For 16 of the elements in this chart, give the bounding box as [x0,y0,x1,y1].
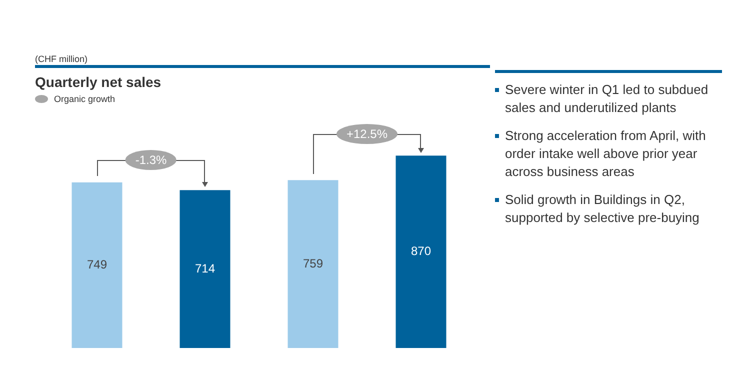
bar [72,182,122,348]
text: +12.5% [336,124,398,144]
data-label: 870 [410,244,432,258]
text: Strong acceleration from April, with order intake well above prior year across business areas [505,127,707,181]
bar [180,190,230,348]
bar [396,156,446,348]
annotation: -1.3% [125,150,177,170]
text: Organic growth [54,94,116,104]
chart-subtitle: (CHF million) [35,54,88,64]
text: Severe winter in Q1 led to subdued sales and underutilized plants [505,81,710,117]
text: Solid growth in Buildings in Q2, supported by selective pre-buying [505,191,700,227]
data-label: 749 [86,258,108,272]
data-label: 759 [302,256,324,270]
chart-title: Quarterly net sales [35,74,162,90]
data-label: 714 [194,261,216,276]
bar [288,180,338,348]
